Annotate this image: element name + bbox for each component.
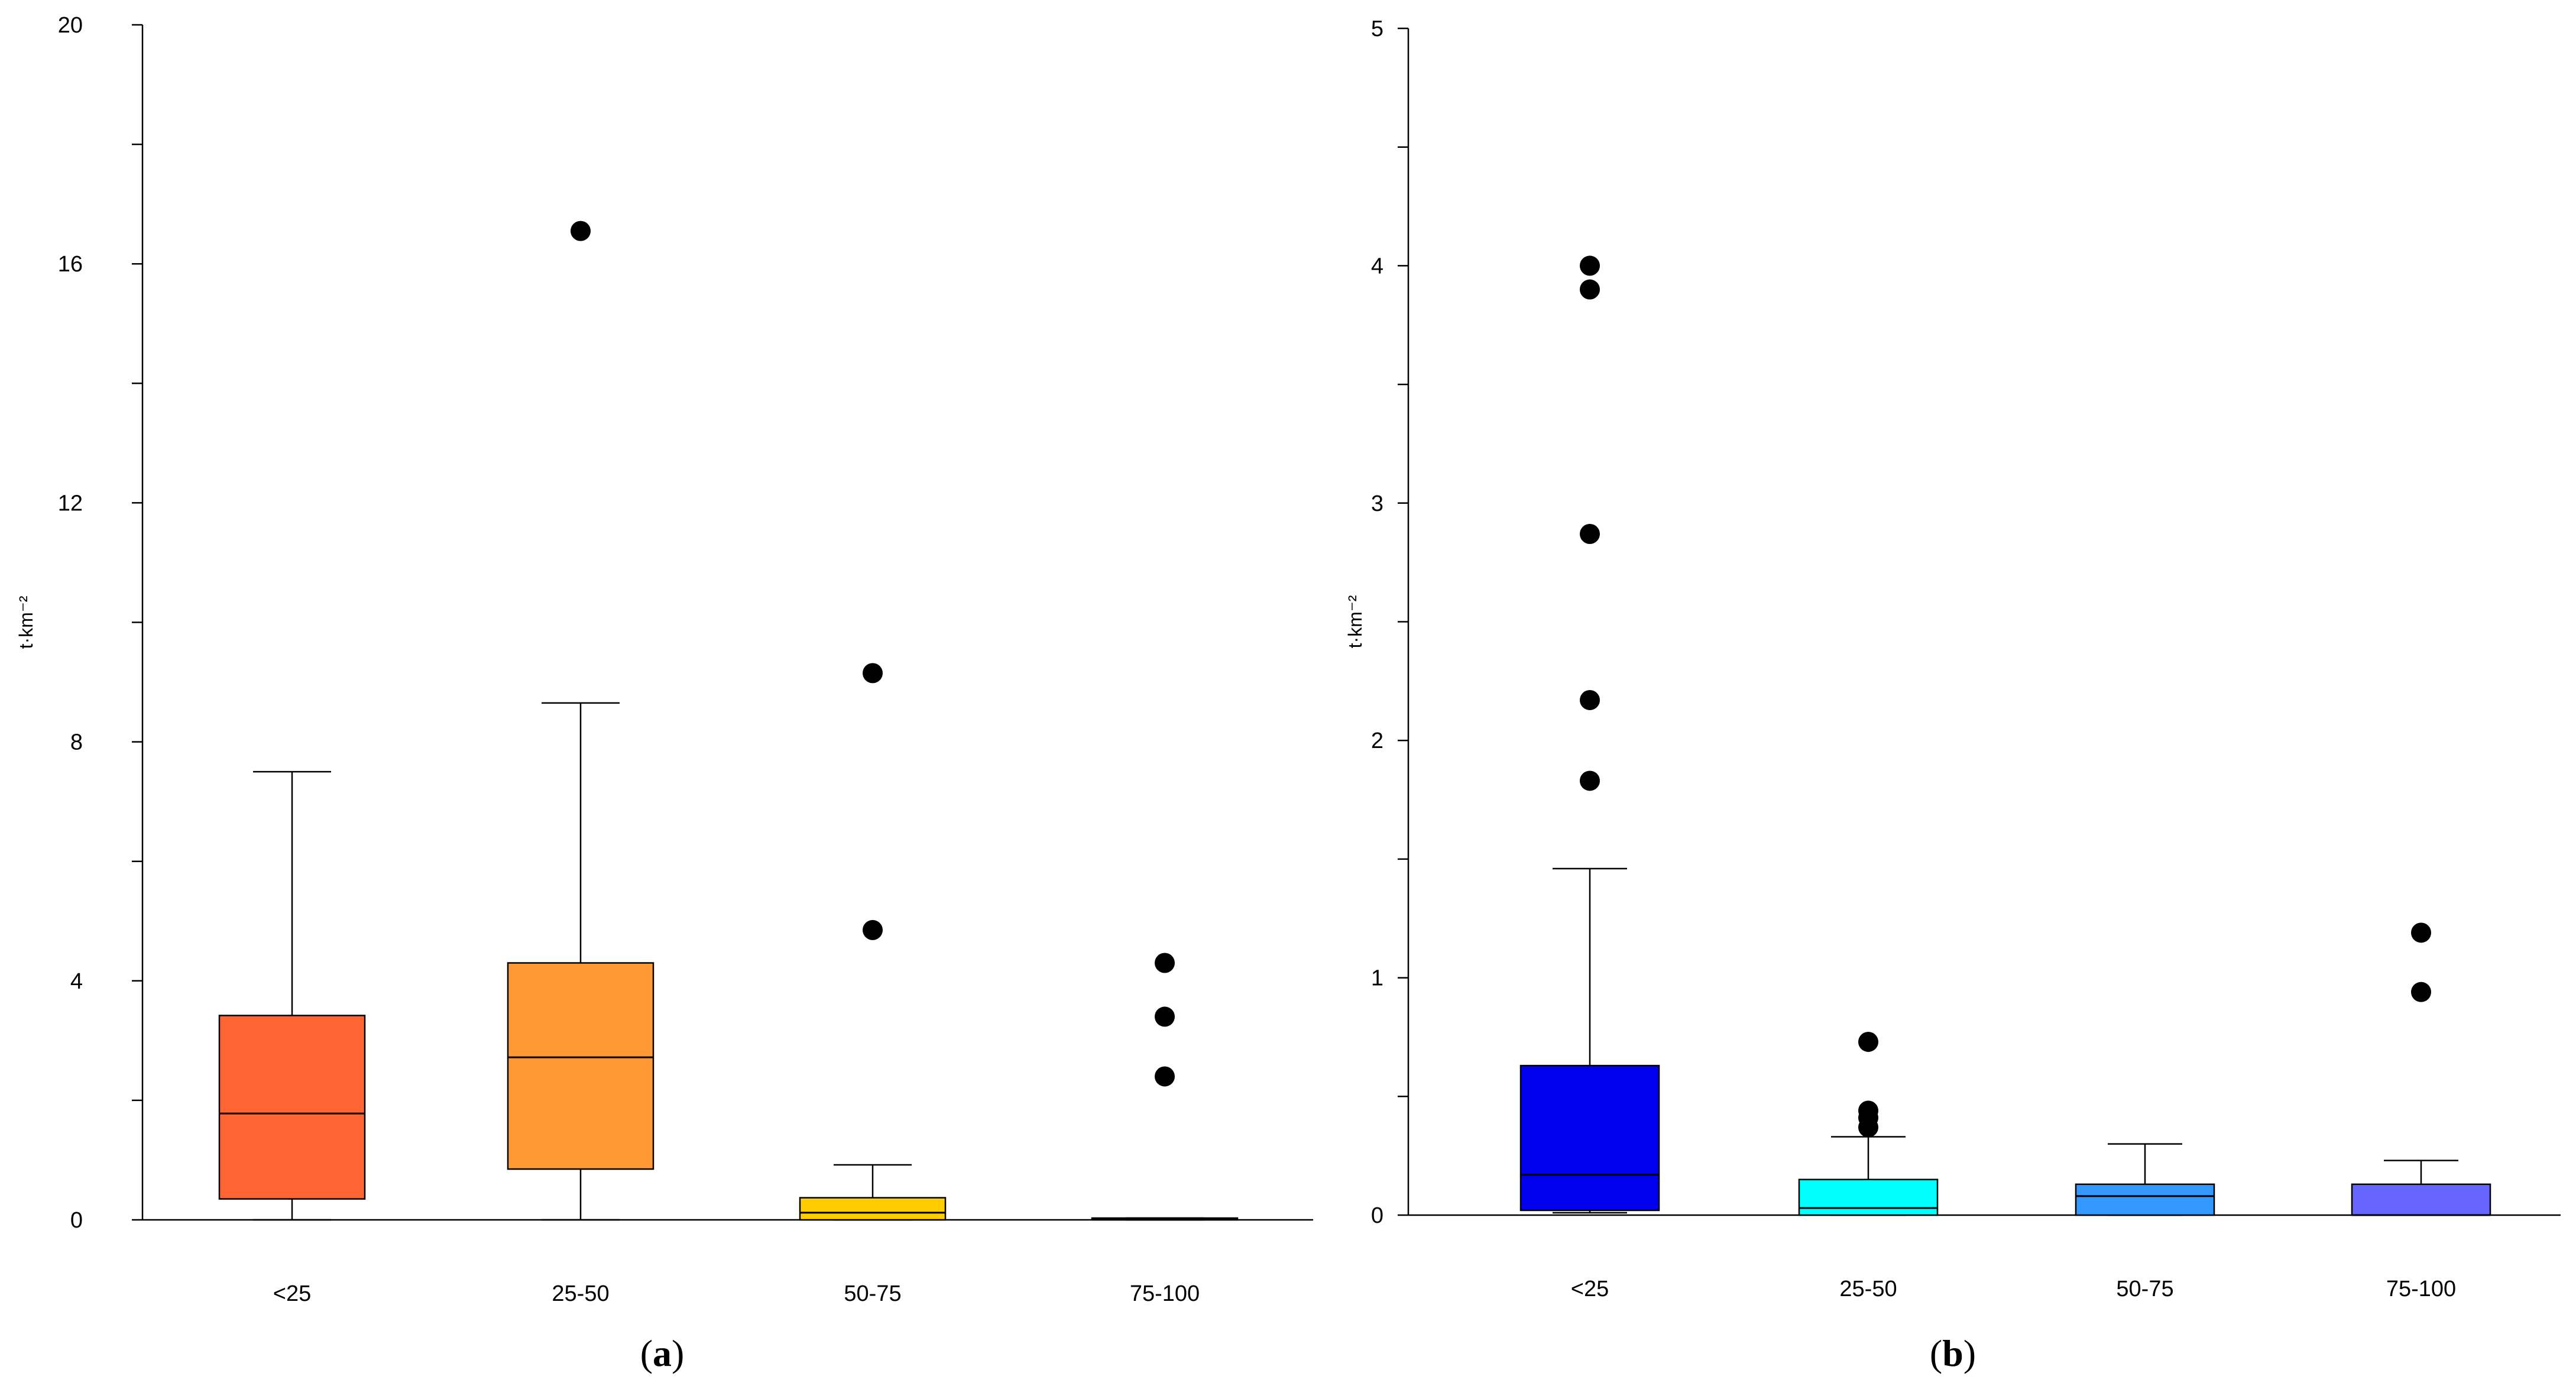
- outlier-point: [863, 919, 883, 940]
- box-75-100: [2351, 1183, 2491, 1216]
- x-tick-label: 25-50: [552, 1281, 609, 1306]
- panel-a: 0 4 8 12 16 20 t·km⁻² <25 25-50 50-75 75-100 (a): [15, 13, 1313, 1374]
- y-tick-label: 1: [1371, 966, 1383, 991]
- y-tick-label: 2: [1371, 728, 1383, 753]
- y-axis-label: t·km⁻²: [1344, 595, 1366, 648]
- outlier-point: [571, 221, 591, 241]
- outlier-point: [1580, 523, 1600, 544]
- y-tick-label: 4: [70, 969, 83, 994]
- x-tick-label: <25: [1571, 1277, 1609, 1301]
- box-<25: [1519, 1064, 1660, 1212]
- outlier-point: [1580, 279, 1600, 300]
- y-tick-label: 4: [1371, 254, 1383, 279]
- outlier-point: [1155, 1006, 1175, 1027]
- y-tick-label: 3: [1371, 491, 1383, 516]
- x-tick-label: <25: [273, 1281, 311, 1306]
- y-tick-label: 0: [1371, 1203, 1383, 1228]
- panel-label: (b): [1930, 1332, 1976, 1374]
- x-tick-label: 75-100: [2386, 1277, 2456, 1301]
- y-tick-label: 0: [70, 1208, 83, 1233]
- box-50-75: [2075, 1183, 2215, 1216]
- panel-label: (a): [640, 1332, 685, 1374]
- outlier-point: [1580, 770, 1600, 791]
- x-tick-label: 50-75: [2116, 1277, 2173, 1301]
- y-tick-label: 5: [1371, 17, 1383, 41]
- box-25-50: [1798, 1178, 1939, 1216]
- y-tick-label: 8: [70, 730, 83, 755]
- outlier-point: [1580, 689, 1600, 710]
- box-<25: [218, 1015, 366, 1200]
- x-tick-label: 75-100: [1130, 1281, 1200, 1306]
- y-tick-label: 20: [58, 13, 83, 38]
- y-tick-label: 16: [58, 252, 83, 277]
- outlier-point: [1155, 1066, 1175, 1087]
- outlier-point: [863, 663, 883, 684]
- x-tick-label: 25-50: [1839, 1277, 1897, 1301]
- y-tick-label: 12: [58, 491, 83, 516]
- panel-b: 0 1 2 3 4 5 t·km⁻² <25 25-50 50-75 75-100 (b): [1344, 17, 2561, 1374]
- outlier-point: [1858, 1117, 1878, 1138]
- outlier-point: [1155, 953, 1175, 973]
- outlier-point: [2411, 982, 2431, 1002]
- x-tick-label: 50-75: [844, 1281, 901, 1306]
- box-25-50: [507, 962, 654, 1170]
- box-50-75: [799, 1197, 947, 1221]
- outlier-point: [1580, 255, 1600, 276]
- outlier-point: [1858, 1031, 1878, 1052]
- outlier-point: [2411, 922, 2431, 943]
- y-axis-label: t·km⁻²: [15, 595, 37, 649]
